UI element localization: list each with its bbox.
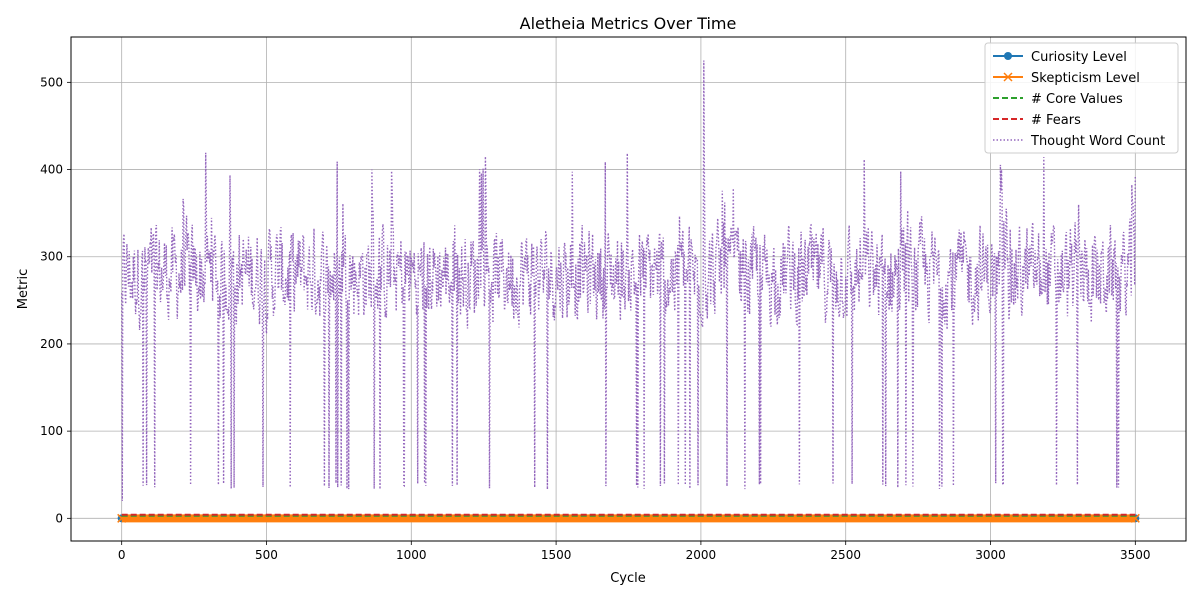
y-tick-label: 500 (40, 75, 63, 89)
x-tick-label: 0 (118, 548, 126, 562)
legend-box (984, 42, 1179, 154)
legend-label-thought-word-count: Thought Word Count (1030, 134, 1165, 149)
legend-label-skepticism-level: Skepticism Level (1031, 71, 1140, 86)
x-tick-label: 2000 (686, 548, 717, 562)
x-tick-label: 500 (255, 548, 278, 562)
x-tick-label: 3500 (1120, 548, 1151, 562)
tick-layer: 0 500 1000 1500 2000 2500 3000 3500 0 100 200 300 40… (40, 75, 1150, 562)
y-tick-label: 0 (55, 511, 63, 525)
y-tick-label: 100 (40, 424, 63, 438)
chart-title: Aletheia Metrics Over Time (520, 14, 737, 33)
x-axis-label: Cycle (610, 571, 646, 586)
x-tick-label: 1000 (396, 548, 427, 562)
x-tick-label: 3000 (975, 548, 1006, 562)
y-tick-label: 200 (40, 337, 63, 351)
legend-marker-x (1003, 72, 1013, 82)
legend-marker-circle (1004, 52, 1012, 60)
legend-label-curiosity-level: Curiosity Level (1031, 50, 1127, 65)
legend: Curiosity Level Skepticism Level # Core Va… (984, 42, 1179, 154)
x-tick-label: 1500 (541, 548, 572, 562)
y-tick-label: 300 (40, 250, 63, 264)
legend-label-core-values: # Core Values (1031, 92, 1123, 107)
x-tick-label: 2500 (830, 548, 861, 562)
data-point-skepticism (1130, 513, 1140, 523)
y-tick-label: 400 (40, 163, 63, 177)
legend-label-fears: # Fears (1031, 113, 1081, 128)
y-axis-label: Metric (16, 269, 31, 309)
series-layer (117, 60, 1140, 523)
plot-frame (70, 36, 1187, 542)
